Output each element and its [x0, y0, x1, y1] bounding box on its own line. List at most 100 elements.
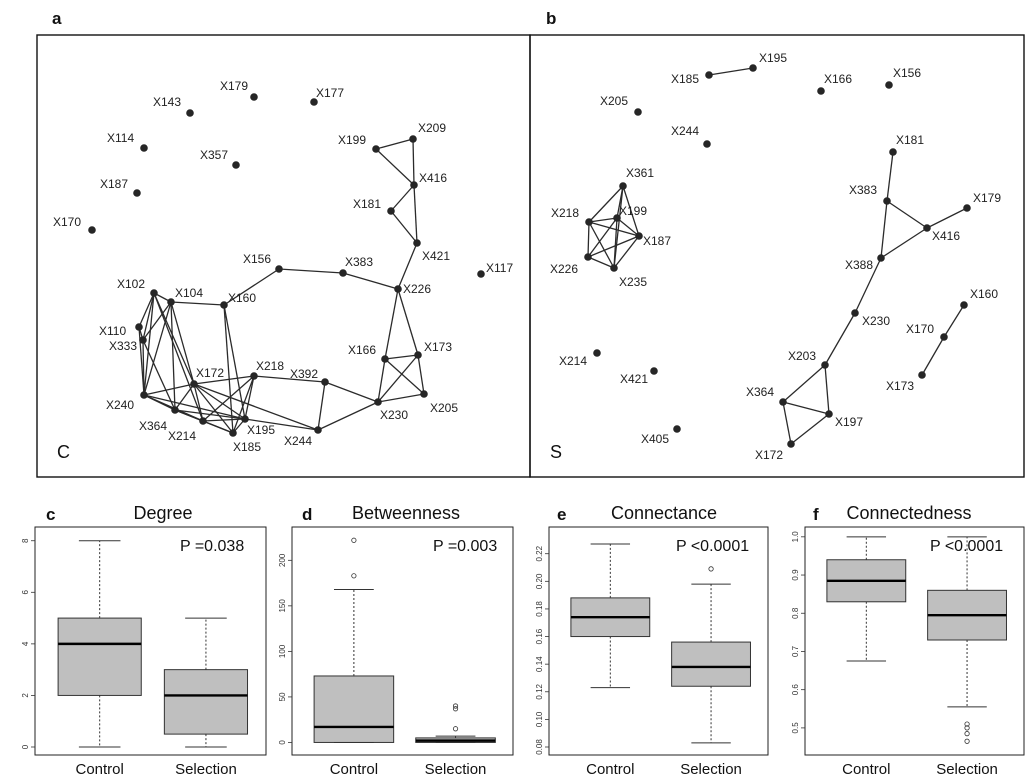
node-label: X181 [353, 197, 381, 211]
node-label: X179 [973, 191, 1001, 205]
y-tick-label: 4 [21, 641, 30, 646]
node-label: X203 [788, 349, 816, 363]
network-edge [886, 151, 894, 202]
node-label: X240 [106, 398, 134, 412]
network-node [705, 71, 713, 79]
chart-title: Betweenness [352, 503, 460, 523]
node-label: X383 [345, 255, 373, 269]
y-tick-label: 0.14 [535, 656, 544, 672]
network-node [381, 355, 389, 363]
network-node [310, 98, 318, 106]
network-node [923, 224, 931, 232]
network-edge [142, 339, 145, 396]
node-label: X199 [338, 133, 366, 147]
network-edge [790, 413, 830, 445]
network-panel-a: a C X143 X179 X177 X114 X357 X187 X170 X199 X209 X4… [36, 9, 531, 478]
outlier-point [964, 738, 970, 744]
node-label: X235 [619, 275, 647, 289]
network-node [889, 148, 897, 156]
node-label: X170 [53, 215, 81, 229]
outlier-point [351, 537, 357, 543]
network-edge [244, 375, 255, 420]
panel-letter: b [546, 9, 556, 28]
network-node [190, 380, 198, 388]
y-tick-label: 0.5 [791, 722, 800, 734]
network-edge [193, 375, 255, 385]
node-label: X197 [835, 415, 863, 429]
network-node [851, 309, 859, 317]
network-node [241, 415, 249, 423]
network-edge [384, 358, 425, 395]
network-node [394, 285, 402, 293]
network-edge [202, 375, 255, 422]
y-tick-label: 2 [21, 693, 30, 698]
network-node [275, 265, 283, 273]
chart-title: Connectance [611, 503, 717, 523]
node-label: X333 [109, 339, 137, 353]
node-label: X185 [671, 72, 699, 86]
y-tick-label: 0.08 [535, 739, 544, 755]
panel-letter: d [302, 505, 312, 524]
node-label: X166 [824, 72, 852, 86]
network-edge [244, 418, 319, 431]
network-node [409, 135, 417, 143]
node-label: X244 [671, 124, 699, 138]
network-node [413, 239, 421, 247]
network-node [321, 378, 329, 386]
node-label: X416 [932, 229, 960, 243]
network-edge [143, 301, 172, 396]
network-edge [153, 292, 204, 422]
network-node [883, 197, 891, 205]
network-node [374, 398, 382, 406]
network-edge [342, 272, 399, 290]
network-node [140, 391, 148, 399]
node-label: X205 [430, 401, 458, 415]
network-node [88, 226, 96, 234]
node-label: X361 [626, 166, 654, 180]
outlier-point [452, 706, 459, 712]
node-label: X226 [403, 282, 431, 296]
network-node [339, 269, 347, 277]
iqr-box [163, 669, 249, 735]
network-node [877, 254, 885, 262]
y-tick-label: 0.6 [791, 684, 800, 696]
outlier-point [708, 566, 714, 572]
network-node [150, 289, 158, 297]
box-control [826, 536, 907, 662]
network-edge [384, 354, 419, 360]
boxplot-panel-f: f Connectedness P <0.0001 0.5 0.6 0.7 0.8 0.9 1.… [791, 503, 1025, 778]
network-panels: a C X143 X179 X177 X114 X357 X187 X170 X199 X209 X4… [36, 9, 1025, 478]
node-label: X218 [551, 206, 579, 220]
outlier-point [964, 721, 970, 727]
node-label: X364 [139, 419, 167, 433]
network-edge [223, 304, 234, 434]
boxplot-panel-c: c Degree P =0.038 0 2 4 6 8 Control Selection [21, 503, 267, 778]
network-edge [587, 217, 618, 258]
network-node [635, 232, 643, 240]
network-node [885, 81, 893, 89]
p-value-annotation: P =0.038 [180, 538, 244, 555]
y-tick-label: 200 [278, 553, 287, 567]
y-tick-label: 0 [278, 740, 287, 745]
y-tick-label: 50 [278, 692, 287, 701]
node-label: X156 [893, 66, 921, 80]
plot-frame [548, 526, 769, 756]
network-edge [587, 221, 590, 258]
network-node [420, 390, 428, 398]
node-label: X195 [759, 51, 787, 65]
network-edge [824, 364, 830, 415]
iqr-box [57, 617, 142, 696]
node-label: X173 [424, 340, 452, 354]
node-label: X177 [316, 86, 344, 100]
panel-letter: a [52, 9, 62, 28]
network-node [619, 182, 627, 190]
node-label: X205 [600, 94, 628, 108]
network-edge [375, 148, 415, 186]
network-node [139, 336, 147, 344]
node-label: X357 [200, 148, 228, 162]
network-node [817, 87, 825, 95]
category-label: Control [586, 761, 634, 778]
node-label: X195 [247, 423, 275, 437]
network-node [940, 333, 948, 341]
